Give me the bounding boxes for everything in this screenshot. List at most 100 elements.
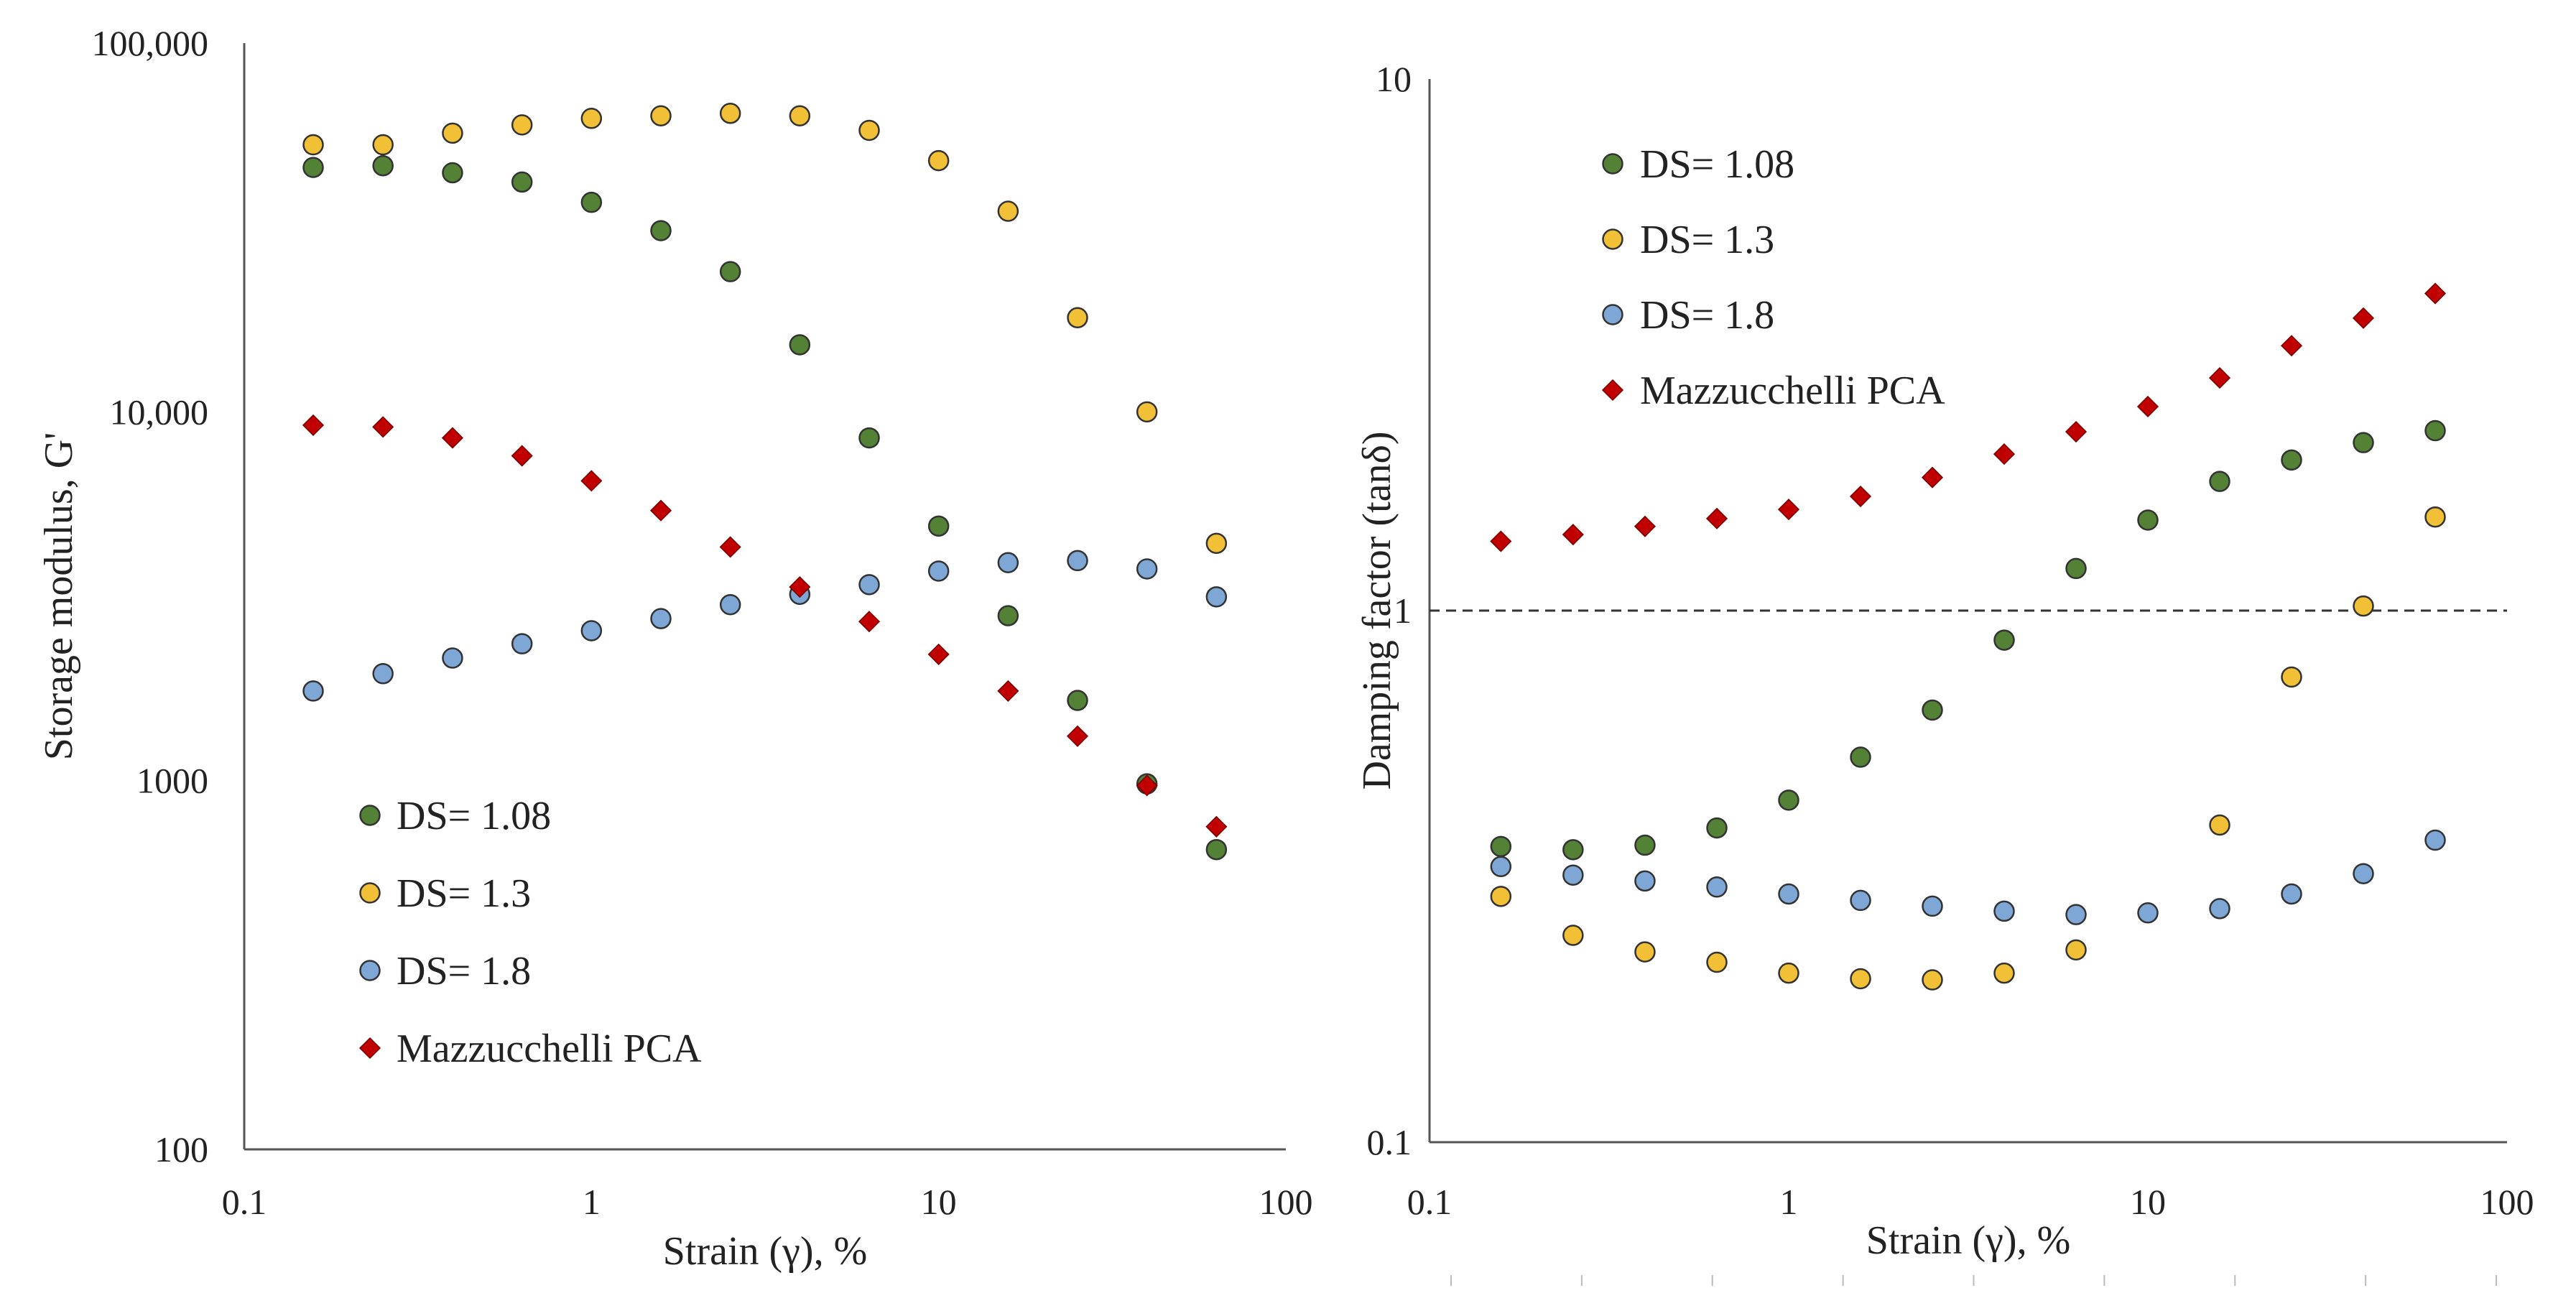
data-point [1067,690,1088,711]
data-point [1490,856,1512,878]
data-point [1634,515,1657,537]
data-point [2065,420,2088,443]
legend: DS= 1.08 DS= 1.3 DS= 1.8 Mazzucchelli PCA [358,794,702,1071]
data-point [1634,834,1656,856]
data-point [2136,395,2159,418]
y-tick-label: 0.1 [1367,1122,1412,1162]
data-point [997,552,1019,574]
y-tick-label: 100,000 [92,23,209,63]
data-point [858,574,880,596]
data-point [719,536,741,558]
data-point [1136,401,1158,423]
legend-marker [358,1037,381,1060]
legend-label: DS= 1.08 [397,794,551,838]
data-point [372,416,394,438]
data-point [302,680,324,702]
legend-marker [359,960,381,981]
legend-label: DS= 1.8 [397,949,531,993]
data-point [789,576,811,598]
series-ds-1-8 [302,550,1228,702]
legend-marker [359,805,381,826]
legend-marker [359,882,381,904]
legend-label: DS= 1.08 [1640,142,1794,187]
data-point [2065,904,2087,925]
series-ds-1-08 [302,154,1228,861]
data-point [2209,471,2230,492]
data-point [719,593,741,616]
data-point [1921,466,1944,488]
x-tick-label: 1 [583,1182,601,1222]
data-point [2281,666,2302,688]
x-axis-title: Strain (γ), % [1866,1218,2070,1263]
data-point [2353,863,2374,884]
legend-marker [1602,228,1623,250]
legend-marker [1602,304,1623,325]
data-point [2065,557,2087,580]
x-tick-label: 10 [2130,1182,2166,1222]
series-ds-1-8 [1490,829,2446,925]
y-tick-label: 1 [1394,590,1412,631]
data-point [649,499,672,522]
y-tick-label: 1000 [136,761,208,801]
data-point [1562,864,1584,886]
data-point [1993,443,2016,465]
data-point [2424,506,2446,528]
data-point [1922,969,1943,991]
series-ds-1-3 [302,103,1228,555]
data-point [1562,524,1584,546]
series-ds-1-08 [1490,420,2446,861]
data-point [2137,509,2159,531]
x-tick-label: 1 [1780,1182,1798,1222]
legend-label: DS= 1.8 [1640,293,1774,338]
legend-label: Mazzucchelli PCA [1640,369,1945,413]
data-point [650,220,672,241]
legend-marker [1602,153,1623,175]
y-tick-label: 10,000 [110,392,209,432]
data-point [511,171,533,193]
data-point [1562,839,1584,861]
data-point [1706,817,1728,839]
data-point [2281,449,2302,471]
data-point [858,119,880,142]
data-point [1562,925,1584,946]
x-axis-title: Strain (γ), % [663,1229,867,1274]
data-point [858,427,880,449]
data-point [442,122,463,144]
data-point [2424,282,2447,305]
data-point [580,191,603,213]
data-point [1136,774,1158,797]
data-point [1205,815,1228,838]
data-point [1205,532,1228,555]
data-point [1706,951,1728,973]
x-tick-label: 0.1 [1407,1182,1453,1222]
data-point [1205,586,1228,608]
data-point [302,134,324,156]
data-point [2280,335,2303,357]
data-point [1490,530,1512,552]
data-point [1778,789,1799,811]
data-point [2137,902,2159,924]
data-point [858,611,881,633]
data-point [1850,968,1871,990]
data-point [997,200,1019,222]
data-point [1634,870,1656,892]
data-point [1490,886,1512,907]
data-point [927,560,950,582]
chart-storage-modulus: 100 1000 10,000 100,000 0.1 1 10 100 Strain (γ),… [37,23,1313,1274]
data-point [2209,898,2230,919]
data-point [1490,835,1512,858]
data-point [789,334,811,356]
data-point [302,414,325,436]
data-point [1706,876,1728,898]
data-point [1705,507,1728,529]
legend-label: Mazzucchelli PCA [397,1027,702,1071]
data-point [2424,420,2446,442]
y-axis-title: Damping factor (tanδ) [1355,431,1399,789]
data-point [1850,746,1871,768]
series-ds-1-3 [1490,506,2446,991]
data-point [1205,838,1228,861]
data-point [2209,814,2230,836]
legend-label: DS= 1.3 [1640,218,1774,262]
x-tick-label: 100 [2480,1182,2534,1222]
